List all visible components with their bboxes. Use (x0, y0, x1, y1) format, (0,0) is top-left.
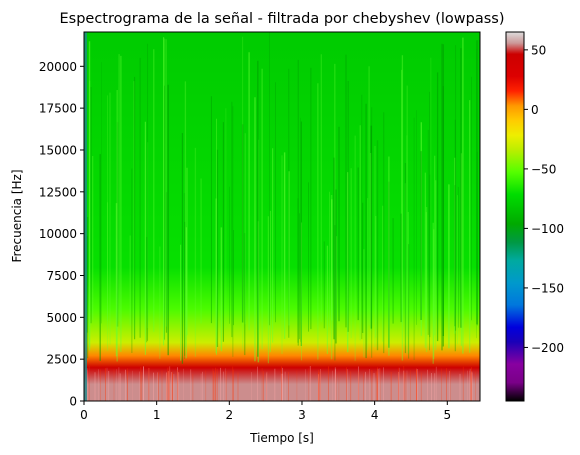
colorbar-tick-label: 0 (531, 103, 539, 117)
x-tick-label: 0 (80, 408, 88, 422)
x-tick-label: 1 (153, 408, 161, 422)
y-tick-label: 7500 (46, 269, 77, 283)
colorbar-tick-label: −150 (531, 281, 564, 295)
y-tick-label: 5000 (46, 311, 77, 325)
y-tick-label: 12500 (39, 185, 77, 199)
colorbar-ticks: 50 0 −50 −100 −150 −200 (524, 43, 564, 355)
x-axis: 0 1 2 3 4 5 (80, 401, 451, 422)
y-tick-label: 0 (69, 395, 77, 409)
x-tick-label: 5 (443, 408, 451, 422)
colorbar-tick-label: −200 (531, 341, 564, 355)
y-tick-label: 15000 (39, 143, 77, 157)
y-tick-label: 17500 (39, 102, 77, 116)
y-tick-label: 10000 (39, 227, 77, 241)
x-axis-label: Tiempo [s] (249, 431, 314, 445)
colorbar-gradient (506, 32, 524, 401)
colorbar: 50 0 −50 −100 −150 −200 (506, 32, 564, 401)
x-tick-label: 2 (226, 408, 234, 422)
chart-title: Espectrograma de la señal - filtrada por… (59, 11, 504, 27)
x-tick-label: 3 (298, 408, 306, 422)
colorbar-tick-label: 50 (531, 43, 546, 57)
y-axis: 0 2500 5000 7500 10000 12500 15000 17500 20000 (39, 60, 84, 409)
plot-area (84, 32, 480, 401)
colorbar-tick-label: −50 (531, 162, 556, 176)
y-tick-label: 2500 (46, 353, 77, 367)
colorbar-tick-label: −100 (531, 222, 564, 236)
x-tick-label: 4 (371, 408, 379, 422)
y-axis-label: Frecuencia [Hz] (10, 169, 24, 262)
y-tick-label: 20000 (39, 60, 77, 74)
